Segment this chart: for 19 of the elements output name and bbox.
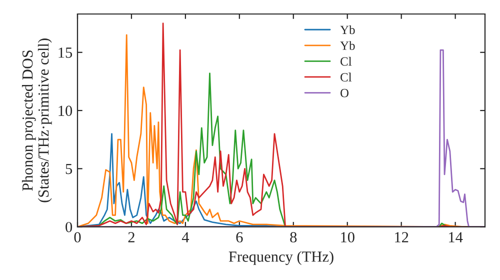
x-tick-label: 8 (290, 232, 297, 242)
y-tick-label: 5 (66, 164, 72, 174)
x-tick-label: 0 (74, 232, 81, 242)
legend-label: Cl (340, 72, 352, 82)
legend-label: O (340, 88, 349, 98)
y-tick-label: 10 (58, 106, 72, 116)
legend-label: Cl (340, 56, 352, 66)
x-tick-label: 2 (128, 232, 134, 242)
legend-label: Yb (340, 25, 355, 34)
y-tick-label: 0 (66, 222, 72, 232)
legend-label: Yb (340, 41, 355, 50)
y-tick-label: 15 (58, 48, 72, 58)
y-axis-title: Phonon projected DOS (States/THz·primitive cell) (22, 38, 52, 202)
x-tick-label: 12 (395, 232, 408, 242)
x-tick-label: 10 (341, 232, 354, 242)
x-tick-label: 14 (449, 232, 463, 242)
x-axis-title: Frequency (THz) (228, 251, 334, 265)
x-tick-label: 4 (182, 232, 190, 242)
x-tick-label: 6 (236, 232, 243, 242)
